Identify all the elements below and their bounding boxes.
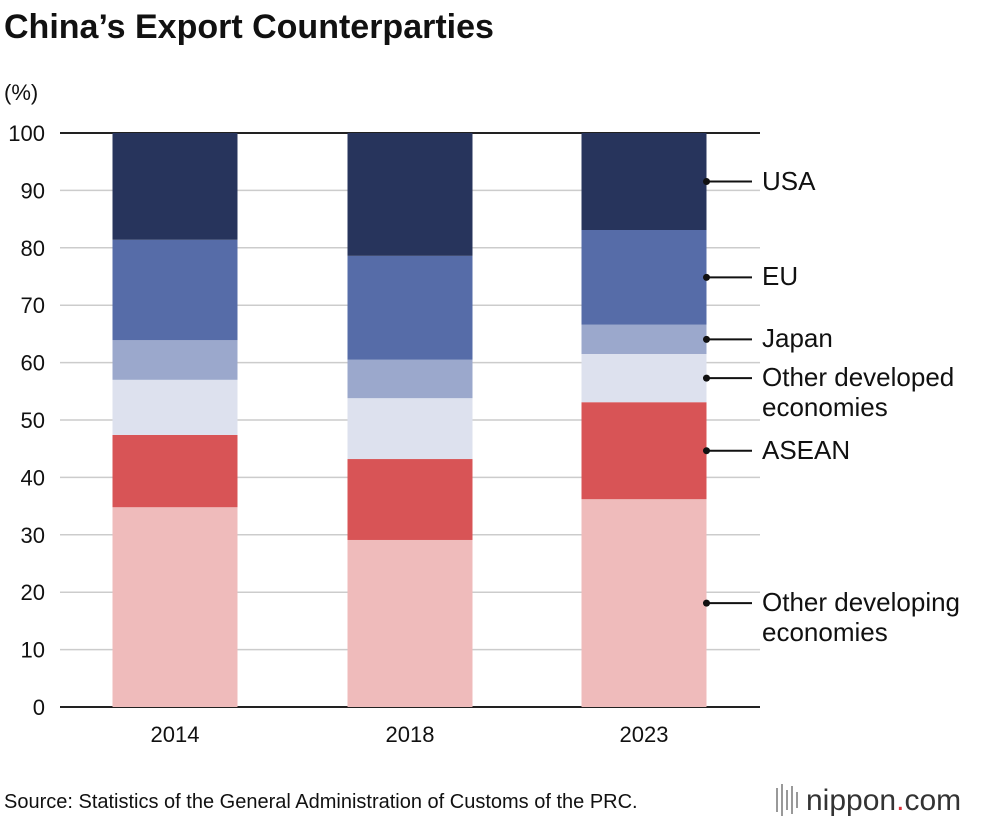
bar-segment	[347, 255, 473, 360]
bar-segment	[112, 379, 238, 435]
y-tick-label: 60	[21, 351, 45, 376]
legend-label: Other developed economies	[762, 362, 955, 423]
bar-segment	[347, 459, 473, 540]
legend-dot	[703, 447, 710, 455]
y-unit: (%)	[4, 80, 38, 105]
y-tick-label: 90	[21, 178, 45, 203]
y-tick-label: 40	[21, 465, 45, 490]
legend-label: Other developing economies	[762, 587, 961, 648]
legend-dot	[703, 374, 710, 382]
bar-segment	[112, 434, 238, 508]
bar-segment	[347, 133, 473, 256]
x-tick-label: 2023	[620, 722, 669, 747]
legend-label: ASEAN	[762, 434, 851, 465]
bar-segment	[112, 239, 238, 341]
logo-mark	[776, 784, 798, 816]
logo-name: nippon	[806, 784, 896, 817]
y-tick-label: 30	[21, 523, 45, 548]
bar-segment	[347, 359, 473, 399]
legend-dot	[703, 273, 710, 281]
legend-dot	[703, 335, 710, 343]
bar-segment	[112, 507, 238, 707]
legend-dot	[703, 599, 710, 607]
y-tick-label: 80	[21, 236, 45, 261]
source: Source: Statistics of the General Admini…	[4, 791, 638, 813]
legend-label: EU	[762, 261, 799, 292]
legend-label: USA	[762, 165, 816, 196]
legend-label: Japan	[762, 323, 833, 354]
y-tick-label: 100	[8, 121, 45, 146]
x-tick-label: 2014	[151, 722, 200, 747]
y-tick-label: 0	[33, 695, 45, 720]
logo-tld: com	[904, 784, 961, 817]
y-tick-label: 70	[21, 293, 45, 318]
logo: nippon.com	[806, 784, 961, 817]
y-tick-label: 20	[21, 580, 45, 605]
bar-segment	[581, 499, 707, 707]
y-tick-label: 50	[21, 408, 45, 433]
bar-segment	[112, 340, 238, 380]
logo-dot: .	[896, 784, 904, 817]
chart-title: China’s Export Counterparties	[4, 8, 494, 46]
bar-segment	[347, 398, 473, 460]
bar-segment	[581, 324, 707, 354]
x-tick-label: 2018	[386, 722, 435, 747]
bar-segment	[581, 133, 707, 231]
bar-segment	[347, 539, 473, 707]
bar-segment	[581, 230, 707, 325]
y-tick-label: 10	[21, 638, 45, 663]
bar-segment	[112, 133, 238, 240]
legend-dot	[703, 178, 710, 186]
bar-segment	[581, 402, 707, 500]
bar-segment	[581, 353, 707, 403]
